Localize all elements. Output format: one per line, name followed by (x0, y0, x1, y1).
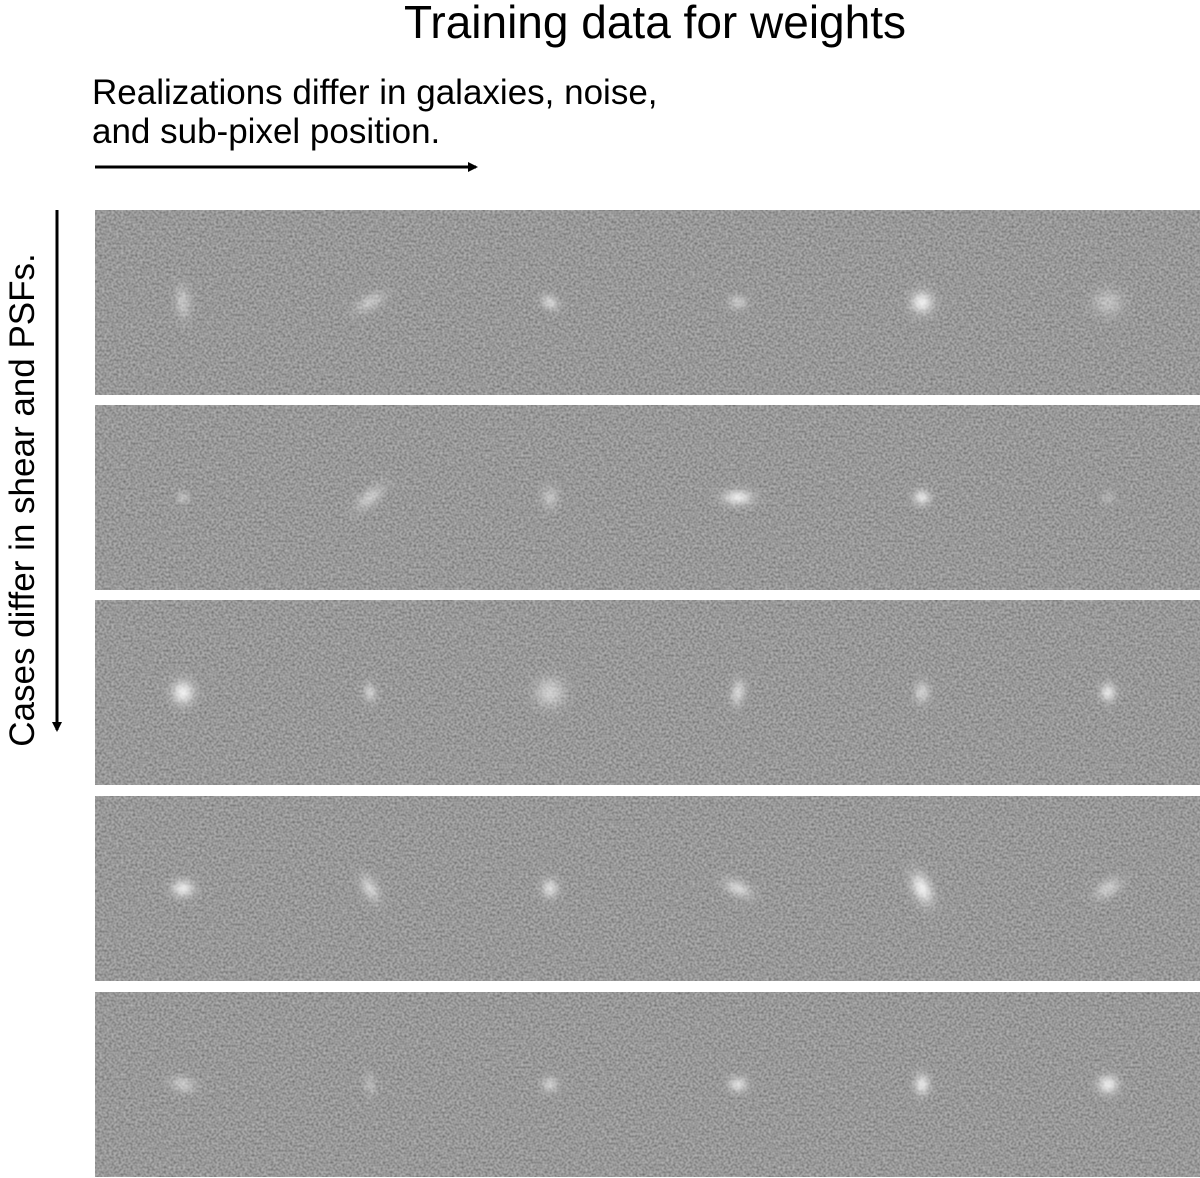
galaxy (359, 1062, 381, 1107)
noise-panel (95, 796, 1200, 981)
galaxy (1080, 868, 1136, 909)
cases-label: Cases differ in shear and PSFs. (3, 253, 42, 747)
image-row (95, 210, 1200, 395)
title: Training data for weights (404, 0, 906, 48)
galaxy (1088, 1066, 1128, 1103)
image-row (95, 600, 1200, 785)
galaxy (340, 471, 400, 524)
galaxy (339, 281, 401, 324)
realizations-label: Realizations differ in galaxies, noise, (92, 73, 658, 112)
galaxy (520, 662, 580, 723)
galaxy (533, 288, 567, 317)
image-row (95, 992, 1200, 1177)
noise-panel (95, 210, 1200, 395)
galaxy (1097, 486, 1119, 509)
galaxy (725, 666, 751, 719)
galaxy (161, 668, 205, 717)
galaxy (358, 674, 382, 711)
galaxy (900, 856, 944, 921)
noise-panel (95, 600, 1200, 785)
image-row (95, 405, 1200, 590)
galaxy (534, 870, 566, 907)
galaxy (350, 861, 390, 916)
galaxy (710, 870, 766, 907)
galaxy (534, 475, 566, 520)
galaxy (172, 486, 194, 509)
galaxy (161, 872, 205, 905)
panels (95, 210, 1200, 1177)
realizations-label: and sub-pixel position. (92, 112, 440, 151)
galaxy (900, 280, 944, 325)
galaxy (720, 1070, 756, 1099)
image-row (95, 796, 1200, 981)
galaxy (906, 483, 938, 512)
galaxy (168, 268, 198, 337)
noise-panel (95, 992, 1200, 1177)
galaxy (1078, 276, 1138, 329)
galaxy (908, 670, 936, 715)
galaxy (157, 1069, 209, 1100)
galaxy (720, 290, 756, 315)
galaxy (908, 1064, 936, 1105)
galaxy (708, 483, 768, 512)
galaxy (1094, 674, 1122, 711)
galaxy (534, 1070, 566, 1099)
noise-panel (95, 405, 1200, 590)
